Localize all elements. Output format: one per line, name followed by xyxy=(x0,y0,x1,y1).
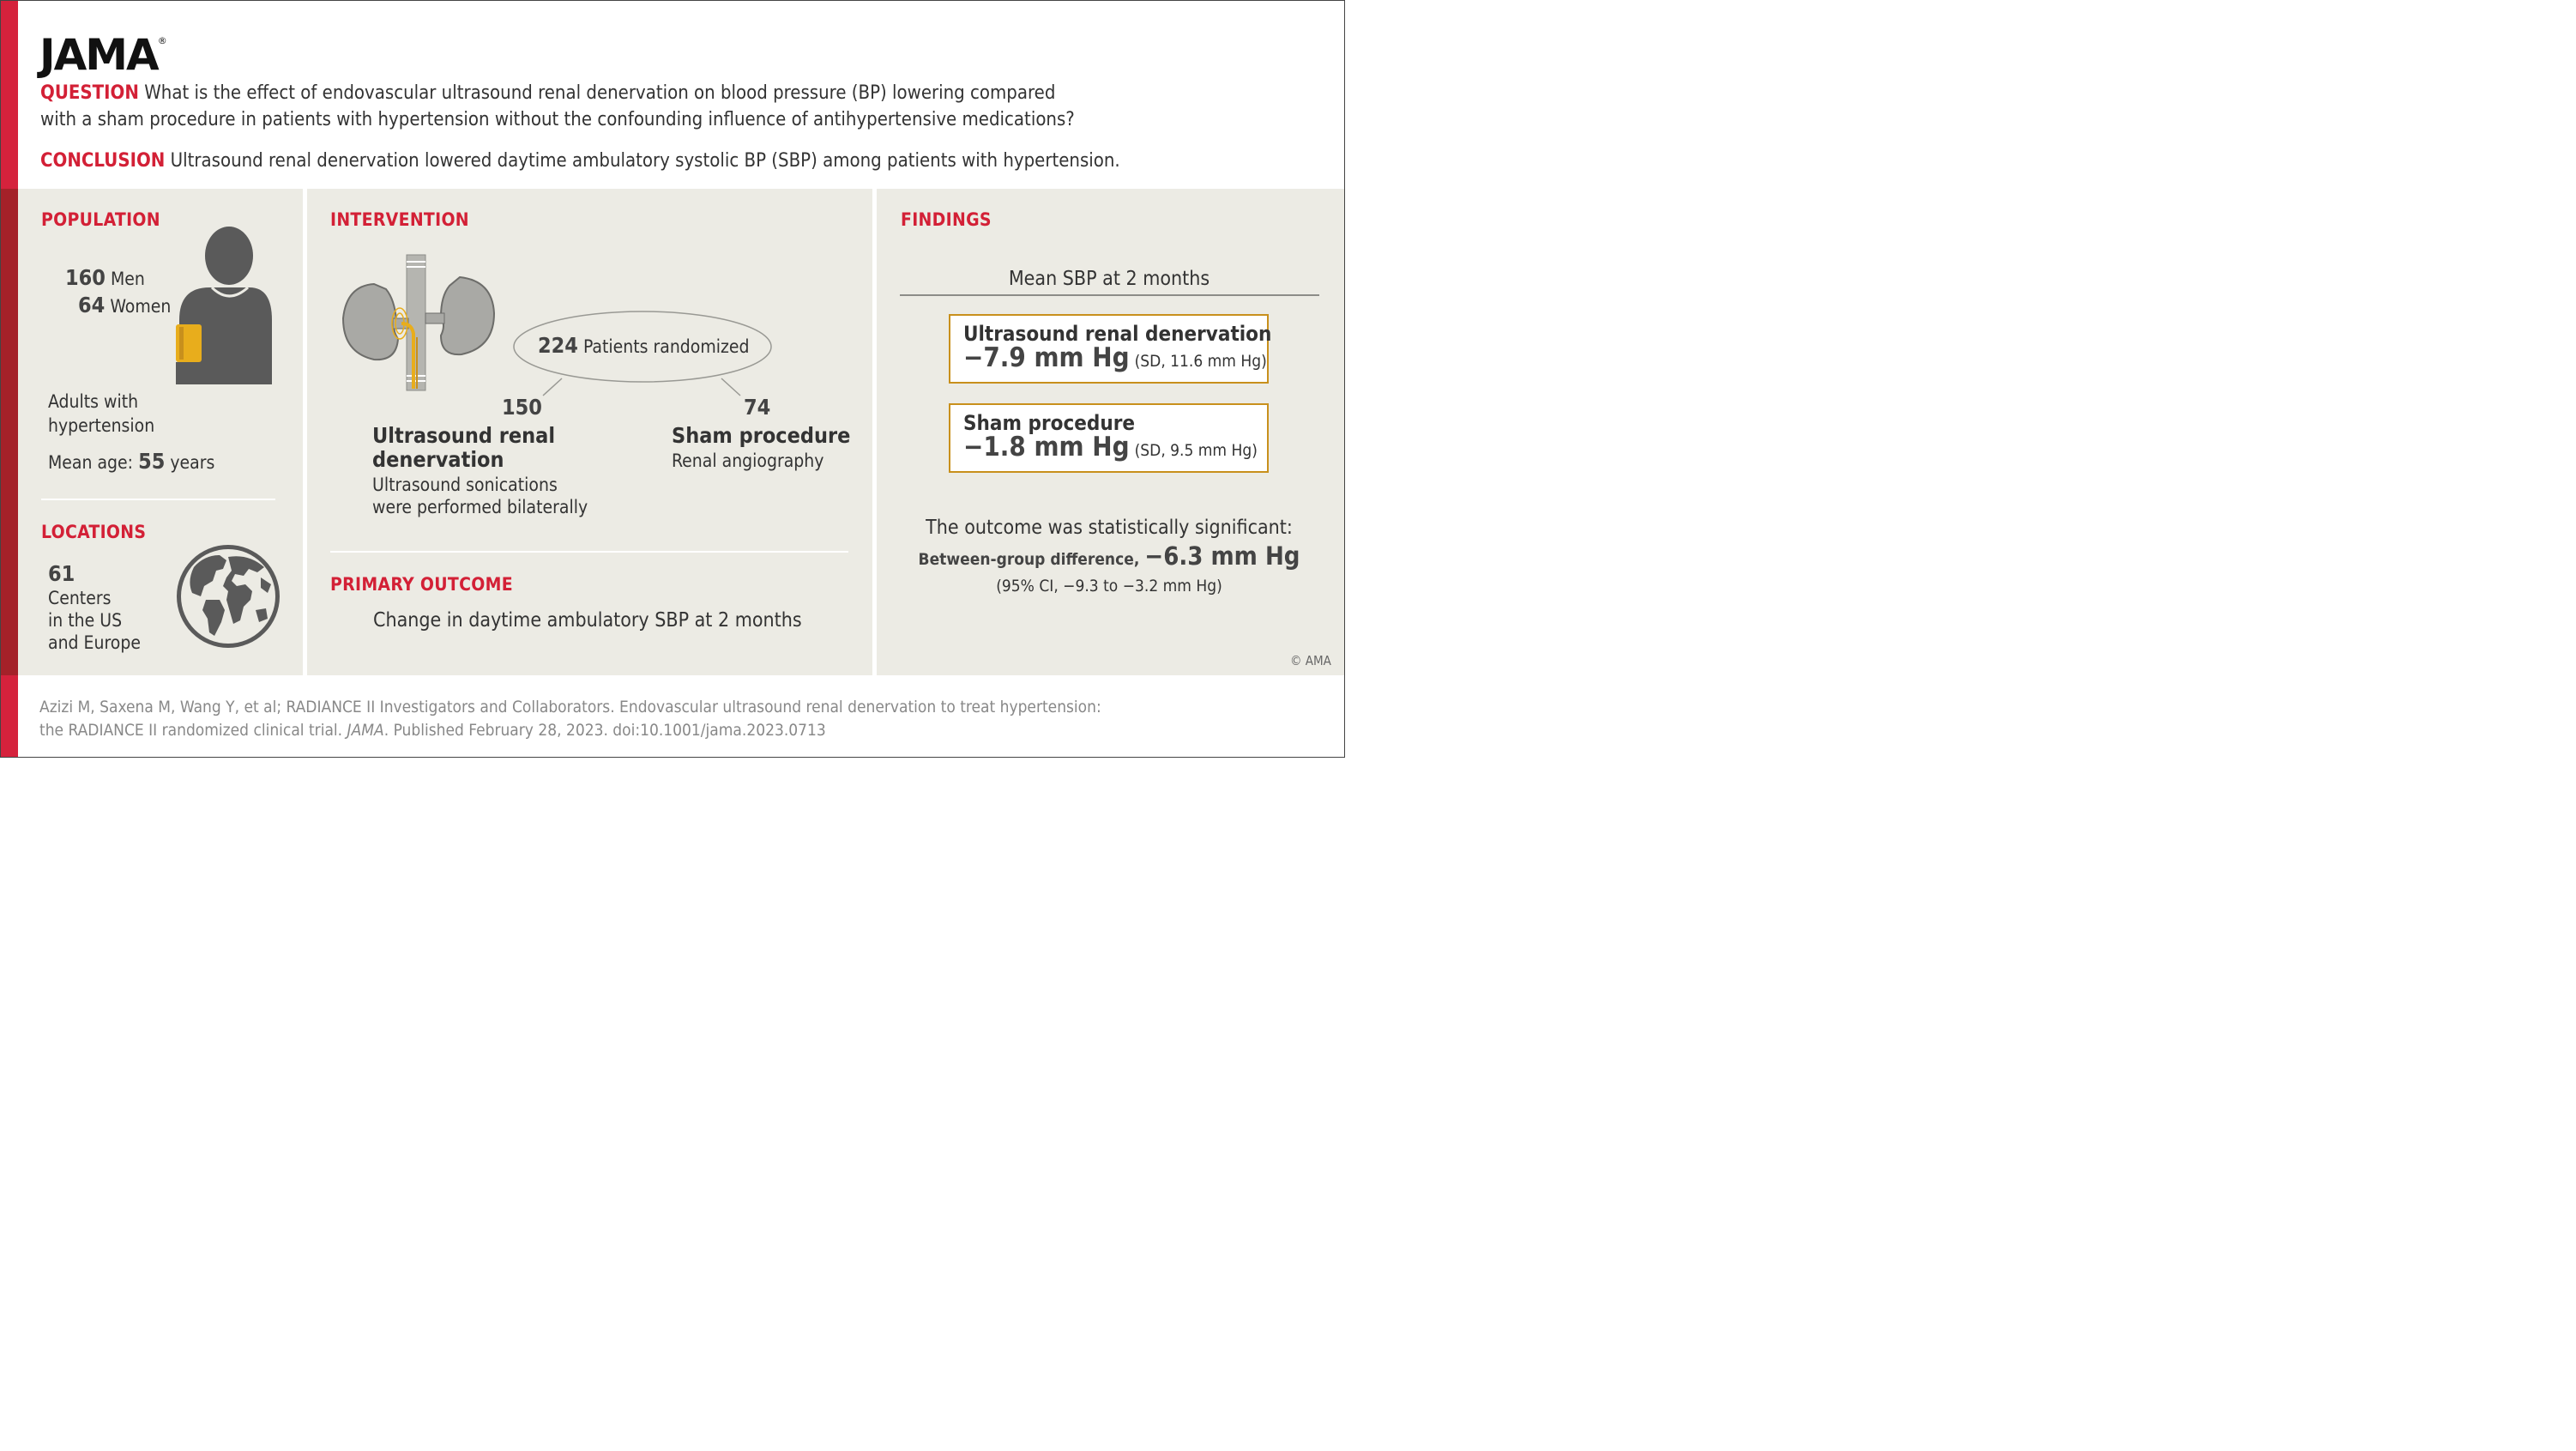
accent-bar-middle xyxy=(1,189,18,675)
locations-title: LOCATIONS xyxy=(41,522,147,542)
primary-outcome-title: PRIMARY OUTCOME xyxy=(330,574,513,595)
conclusion: CONCLUSION Ultrasound renal denervation … xyxy=(40,148,1120,174)
arm1-desc-2: were performed bilaterally xyxy=(372,497,588,517)
diff-value: −6.3 mm Hg xyxy=(1144,541,1300,571)
arm1-count: 150 xyxy=(502,395,542,420)
question-text-1: What is the effect of endovascular ultra… xyxy=(144,82,1056,104)
age-unit: years xyxy=(170,452,215,473)
men-count: 160 xyxy=(65,265,106,290)
globe-icon xyxy=(177,545,280,648)
citation-journal: JAMA xyxy=(347,721,384,740)
locations-line-3: and Europe xyxy=(48,632,141,653)
arm1-desc-1: Ultrasound sonications xyxy=(372,475,558,495)
diff-label: Between-group difference, xyxy=(918,550,1140,569)
accent-bar-bottom xyxy=(1,675,18,757)
result-group2-name: Sham procedure xyxy=(963,411,1136,435)
citation-publication: . Published February 28, 2023. doi:10.10… xyxy=(383,721,826,740)
randomized-label: Patients randomized xyxy=(582,336,750,357)
women-count: 64 xyxy=(78,293,106,317)
significance-text: The outcome was statistically significan… xyxy=(926,517,1293,539)
randomization-bubble xyxy=(513,311,772,396)
age-label: Mean age: xyxy=(48,452,134,473)
arm1-name-1: Ultrasound renal xyxy=(372,423,556,448)
age-value: 55 xyxy=(138,449,166,474)
population-title: POPULATION xyxy=(41,209,160,230)
arm1-name-2: denervation xyxy=(372,447,504,472)
jama-logo: JAMA® xyxy=(39,18,167,78)
intervention-divider xyxy=(330,551,848,553)
findings-subtitle: Mean SBP at 2 months xyxy=(1008,268,1210,290)
population-desc-1: Adults with xyxy=(48,391,139,412)
citation: Azizi M, Saxena M, Wang Y, et al; RADIAN… xyxy=(39,696,1101,742)
intervention-panel xyxy=(307,189,872,675)
arm2-desc: Renal angiography xyxy=(672,450,824,471)
infographic: JAMA® QUESTION What is the effect of end… xyxy=(0,0,1345,758)
conclusion-tag: CONCLUSION xyxy=(40,150,166,172)
men-label: Men xyxy=(110,269,145,289)
between-group-row: Between-group difference, −6.3 mm Hg xyxy=(900,544,1318,571)
randomized-row: 224 Patients randomized xyxy=(538,334,750,359)
result-group1-sd: (SD, 11.6 mm Hg) xyxy=(1134,352,1267,371)
population-divider xyxy=(41,499,275,500)
locations-line-2: in the US xyxy=(48,610,123,631)
intervention-title: INTERVENTION xyxy=(330,209,469,230)
kidney-denervation-icon xyxy=(341,254,496,391)
arm2-name: Sham procedure xyxy=(672,423,851,448)
result-group2-values: −1.8 mm Hg (SD, 9.5 mm Hg) xyxy=(963,434,1258,463)
locations-count: 61 xyxy=(48,561,75,586)
result-group2-sd: (SD, 9.5 mm Hg) xyxy=(1134,441,1258,460)
copyright: © AMA xyxy=(1290,653,1331,668)
result-group1-value: −7.9 mm Hg xyxy=(963,342,1130,373)
citation-line-2: the RADIANCE II randomized clinical tria… xyxy=(39,719,1101,742)
findings-title: FINDINGS xyxy=(901,209,992,230)
locations-line-1: Centers xyxy=(48,588,112,608)
question-line-2: with a sham procedure in patients with h… xyxy=(40,106,1075,133)
question-tag: QUESTION xyxy=(40,82,139,104)
findings-rule xyxy=(900,294,1319,296)
question-text-2: with a sham procedure in patients with h… xyxy=(40,109,1075,130)
confidence-interval: (95% CI, −9.3 to −3.2 mm Hg) xyxy=(996,577,1222,596)
women-row: 64 Women xyxy=(78,293,171,318)
accent-bar-top xyxy=(1,1,18,189)
randomized-count: 224 xyxy=(538,333,578,358)
result-group2-value: −1.8 mm Hg xyxy=(963,432,1130,463)
result-box-denervation: Ultrasound renal denervation −7.9 mm Hg … xyxy=(949,314,1272,384)
women-label: Women xyxy=(110,296,172,317)
population-desc-2: hypertension xyxy=(48,415,155,436)
result-group1-values: −7.9 mm Hg (SD, 11.6 mm Hg) xyxy=(963,345,1267,373)
patient-icon xyxy=(176,227,272,384)
men-row: 160 Men xyxy=(65,266,145,291)
result-group1-name: Ultrasound renal denervation xyxy=(963,322,1272,346)
result-box-sham: Sham procedure −1.8 mm Hg (SD, 9.5 mm Hg… xyxy=(949,403,1269,473)
citation-line-1: Azizi M, Saxena M, Wang Y, et al; RADIAN… xyxy=(39,698,1101,716)
primary-outcome-text: Change in daytime ambulatory SBP at 2 mo… xyxy=(373,609,802,632)
logo-text: JAMA xyxy=(39,30,160,80)
mean-age: Mean age: 55 years xyxy=(48,450,214,475)
arm2-count: 74 xyxy=(744,395,771,420)
question-line-1: QUESTION What is the effect of endovascu… xyxy=(40,80,1055,106)
citation-title-end: the RADIANCE II randomized clinical tria… xyxy=(39,721,343,740)
registered-mark: ® xyxy=(157,35,167,46)
conclusion-text: Ultrasound renal denervation lowered day… xyxy=(170,150,1120,172)
